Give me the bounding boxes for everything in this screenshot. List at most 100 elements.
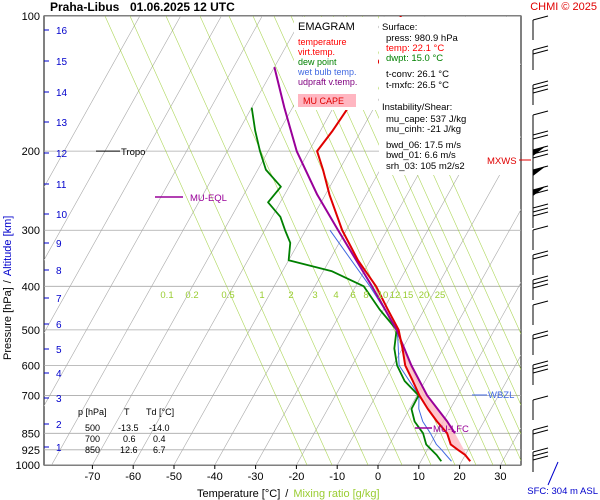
isotherm-gridline	[44, 16, 141, 188]
wind-barb-feather	[532, 451, 549, 457]
pressure-tick-label: 1000	[16, 460, 40, 472]
mixing-ratio-label: 20	[419, 290, 430, 301]
pressure-tick-label: 400	[22, 281, 40, 293]
mixing-ratio-label: 0.2	[185, 290, 198, 301]
mixing-ratio-label: 1	[259, 290, 264, 301]
mixing-ratio-line	[165, 16, 369, 465]
annotations: Tropo MU-EQL MU-LFC WBZL MXWS SFC: 304 m…	[121, 147, 598, 497]
wind-barb	[532, 425, 549, 450]
x-axis-mixing: Mixing ratio [g/kg]	[293, 488, 379, 500]
pressure-tick-label: 200	[22, 146, 40, 158]
wind-barb-feather	[532, 211, 549, 217]
table-row-850-td: 6.7	[153, 445, 166, 455]
cape-swatch	[298, 94, 356, 107]
altitude-tick-label: 15	[56, 57, 68, 68]
x-tick-label: -40	[207, 471, 223, 483]
wind-barb-feather	[532, 84, 549, 90]
t-conv-value: t-conv: 26.1 °C	[386, 69, 449, 80]
bwd-06-value: bwd_06: 17.5 m/s	[386, 140, 461, 151]
y-axis-altitude: Altitude [km]	[2, 216, 14, 277]
table-header-p: p [hPa]	[78, 407, 107, 417]
wind-barb-feather	[532, 45, 549, 51]
altitude-tick-label: 4	[56, 369, 62, 380]
isotherm-gridline	[44, 16, 222, 334]
surface-wind-line	[547, 461, 559, 486]
altitude-tick-label: 16	[56, 26, 68, 37]
legend: EMAGRAM temperature virt.temp. dew point…	[294, 17, 378, 110]
wind-barb	[532, 360, 549, 385]
wind-barb-feather	[532, 130, 549, 136]
wind-barb-feather	[532, 134, 549, 140]
legend-item-virt-temp: virt.temp.	[298, 47, 335, 57]
instability-title: Instability/Shear:	[382, 102, 452, 113]
wind-barb	[532, 447, 549, 472]
wind-barb	[532, 185, 549, 210]
series-line-temperature	[316, 16, 472, 462]
wind-barb-feather	[532, 395, 549, 401]
wbzl-label: WBZL	[488, 390, 514, 401]
mixing-ratio-label: 2	[288, 290, 293, 301]
wind-barb	[532, 300, 549, 325]
y-axis-label: Pressure [hPa] / Altitude [km]	[2, 216, 14, 360]
wind-barb	[532, 110, 549, 135]
legend-item-dew-point: dew point	[298, 57, 337, 67]
mixing-ratio-line	[129, 16, 333, 465]
altitude-tick-label: 6	[56, 320, 62, 331]
wind-barb-feather	[532, 283, 549, 289]
info-box	[379, 17, 520, 175]
tropo-label: Tropo	[121, 147, 145, 158]
wind-barb	[532, 45, 549, 70]
isotherm-gridline	[44, 16, 263, 407]
table-row-700-td: 0.4	[153, 434, 166, 444]
wind-barb-feather	[532, 250, 549, 256]
pressure-tick-label: 925	[22, 445, 40, 457]
mixing-ratio-label: 25	[435, 290, 446, 301]
wind-barb	[532, 330, 549, 355]
wind-barb-pennant	[533, 146, 546, 156]
mixing-ratio-label: 0.1	[160, 290, 173, 301]
table-row-700-p: 700	[85, 434, 100, 444]
wind-barb	[532, 225, 549, 250]
altitude-tick-label: 1	[56, 443, 62, 454]
pressure-tick-label: 500	[22, 325, 40, 337]
wind-barb	[532, 15, 549, 40]
mu-cape-value: mu_cape: 537 J/kg	[386, 114, 466, 125]
x-tick-label: 20	[453, 471, 465, 483]
mixing-ratio-label: 0.5	[221, 290, 234, 301]
table-row-850-p: 850	[85, 445, 100, 455]
credit-label: CHMI © 2025	[530, 1, 597, 13]
wind-barb-feather	[532, 254, 549, 260]
mxws-label: MXWS	[487, 156, 517, 167]
wind-barb-feather	[532, 153, 549, 159]
info-panel: Surface: press: 980.9 hPa temp: 22.1 °C …	[379, 17, 520, 175]
x-tick-label: -70	[84, 471, 100, 483]
wind-barb-feather	[532, 330, 549, 336]
surface-temp: temp: 22.1 °C	[386, 43, 444, 54]
x-tick-label: -60	[125, 471, 141, 483]
y-axis-pressure: Pressure [hPa]	[2, 287, 14, 360]
wind-barb	[532, 250, 549, 275]
wind-barb-feather	[532, 425, 549, 431]
wind-barb-feather	[532, 300, 549, 306]
legend-title: EMAGRAM	[298, 21, 355, 33]
table-row-850-t: 12.6	[120, 445, 138, 455]
pressure-tick-label: 600	[22, 360, 40, 372]
wind-barb-feather	[532, 334, 549, 340]
wind-barb	[532, 203, 549, 228]
isotherm-gridline	[541, 16, 600, 465]
wind-barb	[532, 275, 549, 300]
series-line-udpraft-v-temp	[273, 66, 456, 434]
wind-barb-pennant	[533, 166, 546, 176]
mu-eql-label: MU-EQL	[190, 193, 227, 204]
wind-barb-feather	[532, 88, 549, 94]
pressure-tick-label: 300	[22, 225, 40, 237]
wind-barb-feather	[532, 364, 549, 370]
x-tick-label: 0	[375, 471, 381, 483]
mixing-ratio-label: 15	[403, 290, 414, 301]
wind-barb-feather	[532, 110, 549, 116]
wind-barb-feather	[532, 455, 549, 461]
x-tick-label: -10	[329, 471, 345, 483]
x-tick-label: -50	[166, 471, 182, 483]
isotherm-gridline	[51, 16, 304, 465]
